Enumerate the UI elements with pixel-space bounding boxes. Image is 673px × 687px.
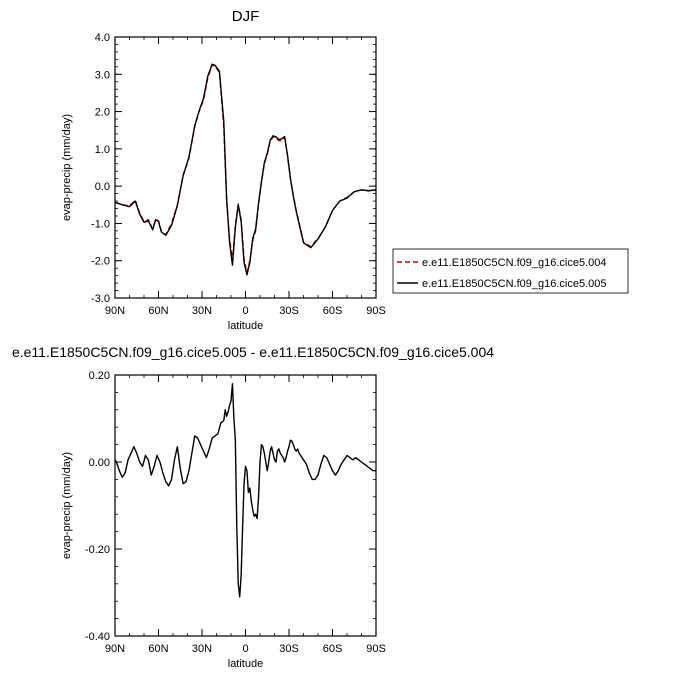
minor-ticks — [114, 374, 377, 637]
chart-title: DJF — [232, 8, 260, 25]
y-tick-label: -1.0 — [91, 218, 110, 230]
x-tick-label: 30S — [279, 305, 299, 317]
x-tick-label: 60S — [323, 305, 343, 317]
chart-title: e.e11.E1850C5CN.f09_g16.cice5.005 - e.e1… — [12, 344, 494, 360]
x-tick-label: 0 — [242, 305, 248, 317]
y-axis-label: evap-precip (mm/day) — [61, 114, 73, 221]
series-line-1 — [115, 64, 376, 274]
plot-frame — [114, 374, 377, 637]
y-tick-label: -3.0 — [91, 293, 110, 305]
x-tick-label: 60S — [323, 643, 343, 655]
x-tick-label: 0 — [242, 643, 248, 655]
y-tick-label: 1.0 — [95, 144, 110, 156]
legend: e.e11.E1850C5CN.f09_g16.cice5.004 e.e11.E… — [392, 248, 629, 294]
x-tick-label: 90N — [105, 643, 125, 655]
y-tick-label: 3.0 — [95, 69, 110, 81]
x-tick-label: 60N — [148, 305, 168, 317]
chart-panel-1: DJF 90N 60N 30N 0 30S 60S 90S 4.0 3.0 2.0 1.0 0.0 -1.… — [61, 8, 629, 332]
series-group — [115, 63, 376, 276]
y-tick-label: 0.00 — [89, 457, 110, 469]
plot-frame — [114, 36, 377, 299]
y-tick-label: 2.0 — [95, 107, 110, 119]
x-tick-label: 30N — [192, 305, 212, 317]
minor-ticks — [114, 36, 377, 299]
y-axis-label: evap-precip (mm/day) — [61, 452, 73, 559]
legend-box — [392, 248, 629, 294]
x-tick-label: 90N — [105, 305, 125, 317]
x-axis-label: latitude — [228, 658, 263, 670]
x-tick-label: 30N — [192, 643, 212, 655]
series-group — [115, 383, 376, 598]
x-tick-label: 90S — [366, 305, 386, 317]
y-tick-label: 0.0 — [95, 181, 110, 193]
legend-label: e.e11.E1850C5CN.f09_g16.cice5.005 — [422, 278, 607, 290]
chart-panel-2: e.e11.E1850C5CN.f09_g16.cice5.005 - e.e1… — [12, 344, 494, 670]
y-tick-label: -2.0 — [91, 256, 110, 268]
legend-label: e.e11.E1850C5CN.f09_g16.cice5.004 — [422, 257, 607, 269]
y-tick-label: 4.0 — [95, 32, 110, 44]
y-tick-label: -0.40 — [85, 631, 110, 643]
y-tick-label: 0.20 — [89, 370, 110, 382]
x-tick-label: 60N — [148, 643, 168, 655]
x-tick-label: 30S — [279, 643, 299, 655]
y-tick-label: -0.20 — [85, 544, 110, 556]
x-tick-label: 90S — [366, 643, 386, 655]
x-axis-label: latitude — [228, 320, 263, 332]
series-line-1 — [115, 383, 376, 598]
series-line-2 — [115, 63, 376, 276]
